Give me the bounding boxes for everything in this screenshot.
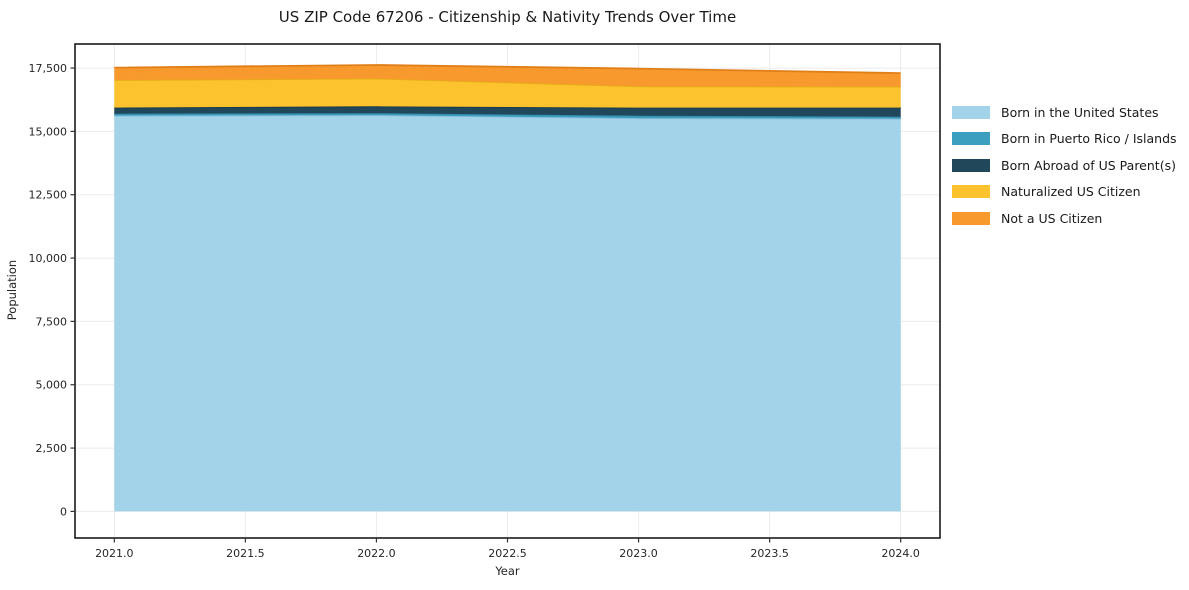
y-tick-label: 2,500 (36, 442, 68, 455)
legend-swatch (952, 105, 990, 119)
area-born-abroad-of-us-parent-s (114, 106, 901, 117)
x-tick-label: 2023.5 (750, 547, 789, 560)
legend-label: Not a US Citizen (1001, 210, 1103, 226)
legend-label: Born in the United States (1001, 104, 1159, 120)
legend-swatch (952, 132, 990, 146)
legend-label: Born Abroad of US Parent(s) (1001, 157, 1176, 173)
y-axis-label: Population (5, 259, 19, 321)
area-born-in-puerto-rico-islands (114, 113, 901, 119)
y-tick-label: 0 (60, 505, 67, 518)
legend-swatch (952, 158, 990, 172)
legend-item-1: Born in the United States (952, 99, 1177, 126)
legend-label: Naturalized US Citizen (1001, 184, 1141, 200)
y-tick-label: 17,500 (29, 62, 68, 75)
x-tick-label: 2024.0 (881, 547, 920, 560)
y-tick-label: 10,000 (29, 252, 68, 265)
area-naturalized-us-citizen (114, 78, 901, 108)
x-tick-label: 2021.5 (226, 547, 265, 560)
y-tick-label: 12,500 (29, 189, 68, 202)
x-tick-label: 2023.0 (619, 547, 658, 560)
x-tick-label: 2022.5 (488, 547, 527, 560)
x-tick-label: 2021.0 (95, 547, 134, 560)
legend-label: Born in Puerto Rico / Islands (1001, 131, 1177, 147)
y-tick-label: 15,000 (29, 125, 68, 138)
legend-item-2: Born in Puerto Rico / Islands (952, 126, 1177, 153)
legend-swatch (952, 211, 990, 225)
y-tick-label: 5,000 (36, 379, 68, 392)
legend-item-3: Born Abroad of US Parent(s) (952, 152, 1177, 179)
chart-title: US ZIP Code 67206 - Citizenship & Nativi… (278, 8, 737, 26)
area-edge-not-a-us-citizen (114, 64, 901, 74)
x-axis-label: Year (495, 564, 520, 578)
area-born-in-the-united-states (114, 115, 901, 512)
y-tick-label: 7,500 (36, 315, 68, 328)
legend-item-5: Not a US Citizen (952, 205, 1177, 232)
legend-swatch (952, 185, 990, 199)
legend: Born in the United States Born in Puerto … (952, 99, 1177, 232)
x-tick-label: 2022.0 (357, 547, 396, 560)
legend-item-4: Naturalized US Citizen (952, 179, 1177, 206)
